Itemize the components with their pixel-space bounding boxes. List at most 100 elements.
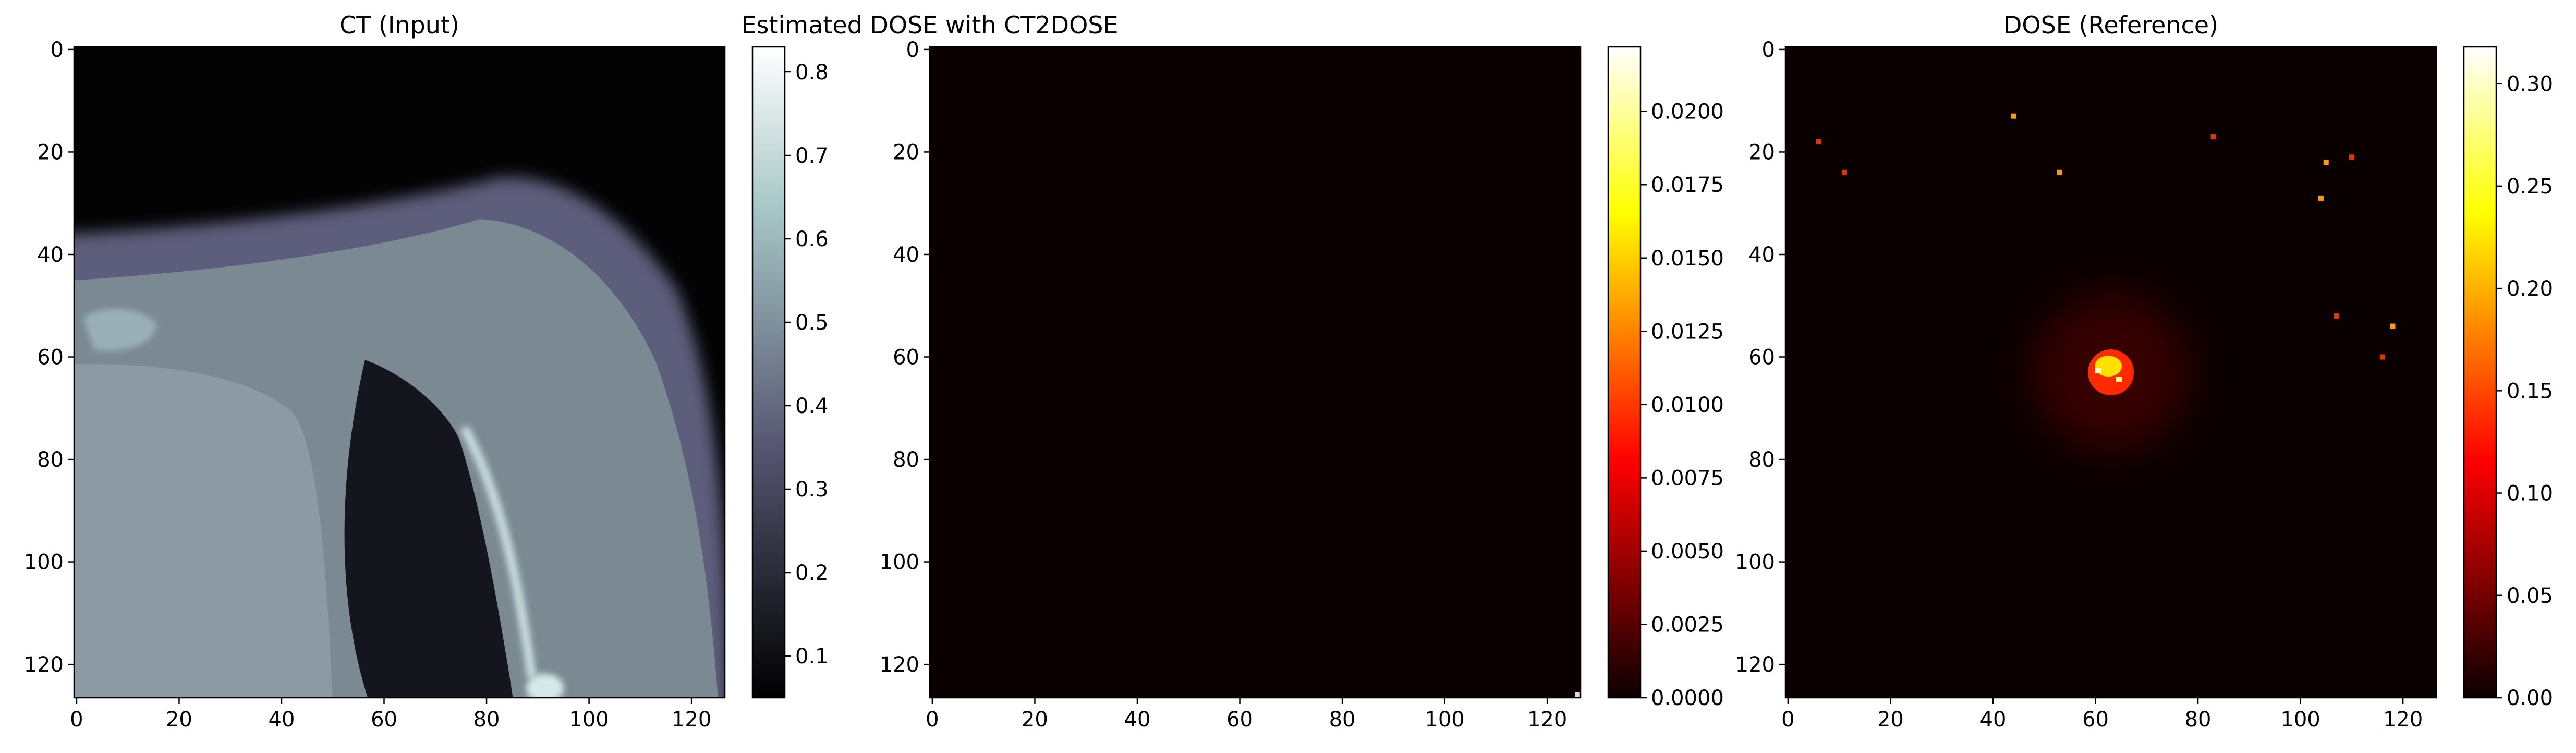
x-tick-label: 120 xyxy=(672,708,711,732)
dose-point xyxy=(1816,139,1821,144)
x-tick-label: 0 xyxy=(70,708,83,732)
y-tick-label: 60 xyxy=(37,346,64,370)
x-tick-label: 60 xyxy=(371,708,397,732)
x-tick-label: 20 xyxy=(1022,708,1048,732)
colorbar: 0.00 0.05 0.10 0.15 0.20 0.25 0.30 xyxy=(2463,46,2553,710)
colorbar-tick-label: 0.00 xyxy=(2507,686,2553,710)
dose-point xyxy=(2318,195,2324,201)
dose-point xyxy=(2057,169,2062,175)
dose-point xyxy=(2323,160,2329,165)
x-tick-label: 100 xyxy=(1425,708,1464,732)
y-tick-label: 60 xyxy=(1748,346,1775,370)
colorbar-ticks: 0.1 0.2 0.3 0.4 0.5 0.6 0.7 0.8 xyxy=(785,60,829,669)
x-tick-label: 20 xyxy=(1877,708,1904,732)
colorbar-tick-label: 0.7 xyxy=(795,144,829,168)
y-tick-label: 0 xyxy=(51,38,64,62)
panel-dose-reference: DOSE (Reference) 0 20 40 60 80 100 120 0 20 40 60… xyxy=(1735,11,2553,732)
y-tick-label: 100 xyxy=(24,551,64,575)
colorbar-ticks: 0.00 0.05 0.10 0.15 0.20 0.25 0.30 xyxy=(2496,72,2553,710)
colorbar-gradient xyxy=(1607,46,1642,699)
colorbar-tick-label: 0.0075 xyxy=(1651,466,1724,490)
y-tick-label: 80 xyxy=(1748,448,1775,472)
x-tick-label: 100 xyxy=(2280,708,2320,732)
x-tick-label: 40 xyxy=(1980,708,2007,732)
colorbar-tick-label: 0.1 xyxy=(795,645,829,669)
y-tick-label: 20 xyxy=(893,140,919,164)
x-tick-label: 20 xyxy=(166,708,192,732)
colorbar-ticks: 0.0000 0.0025 0.0050 0.0075 0.0100 0.0125 0.01… xyxy=(1641,100,1724,710)
dose-peak-pixel xyxy=(2116,376,2122,382)
y-tick-label: 40 xyxy=(893,243,919,267)
y-tick-label: 120 xyxy=(880,653,919,677)
x-tick-label: 60 xyxy=(2082,708,2109,732)
dose-point xyxy=(2349,154,2354,160)
dose-field xyxy=(930,47,1581,698)
axes-frame xyxy=(73,46,726,699)
colorbar-tick-label: 0.0025 xyxy=(1651,613,1724,637)
colorbar-tick-label: 0.0175 xyxy=(1651,173,1724,197)
dose-hotspot xyxy=(2033,294,2189,451)
colorbar-tick-label: 0.6 xyxy=(795,227,829,251)
y-tick-label: 120 xyxy=(24,653,64,677)
x-tick-label: 120 xyxy=(2383,708,2423,732)
rib-highlight xyxy=(526,674,564,698)
y-tick-label: 80 xyxy=(37,448,64,472)
colorbar-tick-label: 0.05 xyxy=(2507,584,2553,608)
colorbar-gradient xyxy=(2463,46,2497,699)
dose-point xyxy=(2011,113,2016,119)
y-tick-label: 0 xyxy=(906,38,919,62)
colorbar-tick-label: 0.0000 xyxy=(1651,686,1724,710)
colorbar-tick-label: 0.2 xyxy=(795,561,829,585)
x-tick-label: 120 xyxy=(1527,708,1567,732)
x-tick-label: 0 xyxy=(1781,708,1794,732)
dose-point xyxy=(2334,313,2339,319)
dose-point xyxy=(1842,169,1848,175)
dose-point xyxy=(2390,323,2396,329)
x-axis: 0 20 40 60 80 100 120 xyxy=(926,698,1567,732)
y-tick-label: 80 xyxy=(893,448,919,472)
colorbar-tick-label: 0.25 xyxy=(2507,175,2553,199)
scattered-dose-points xyxy=(1816,113,2396,360)
muscle-region xyxy=(74,364,333,698)
panel-title: DOSE (Reference) xyxy=(2003,11,2218,39)
x-tick-label: 80 xyxy=(2185,708,2212,732)
y-axis: 0 20 40 60 80 100 120 xyxy=(24,38,74,677)
colorbar-tick-label: 0.0125 xyxy=(1651,320,1724,344)
colorbar-tick-label: 0.0200 xyxy=(1651,100,1724,124)
colorbar-gradient xyxy=(751,46,786,699)
dose-point xyxy=(2379,354,2385,360)
colorbar-tick-label: 0.30 xyxy=(2507,72,2553,96)
y-tick-label: 20 xyxy=(1748,140,1775,164)
panel-title: Estimated DOSE with CT2DOSE xyxy=(741,11,1118,39)
x-tick-label: 40 xyxy=(269,708,295,732)
bright-rib xyxy=(460,425,537,679)
lung-region xyxy=(344,360,513,698)
y-tick-label: 100 xyxy=(880,551,919,575)
dose-point xyxy=(2210,133,2216,139)
colorbar-tick-label: 0.15 xyxy=(2507,379,2553,403)
y-tick-label: 40 xyxy=(37,243,64,267)
y-tick-label: 20 xyxy=(37,140,64,164)
x-tick-label: 100 xyxy=(569,708,609,732)
colorbar-tick-label: 0.0050 xyxy=(1651,540,1724,564)
heatmap-image xyxy=(74,47,725,698)
colorbar-tick-label: 0.4 xyxy=(795,394,829,418)
y-axis: 0 20 40 60 80 100 120 xyxy=(1735,38,1785,677)
y-axis: 0 20 40 60 80 100 120 xyxy=(880,38,930,677)
colorbar: 0.0000 0.0025 0.0050 0.0075 0.0100 0.0125 0.01… xyxy=(1607,46,1724,710)
x-axis: 0 20 40 60 80 100 120 xyxy=(70,698,711,732)
axes-frame xyxy=(929,46,1582,699)
panel-estimated-dose: Estimated DOSE with CT2DOSE 0 20 40 60 80 100… xyxy=(741,11,1724,732)
colorbar-tick-label: 0.0100 xyxy=(1651,393,1724,417)
x-tick-label: 0 xyxy=(926,708,939,732)
colorbar-tick-label: 0.8 xyxy=(795,60,829,84)
colorbar-tick-label: 0.3 xyxy=(795,478,829,502)
axes-frame xyxy=(1784,46,2437,699)
y-tick-label: 120 xyxy=(1735,653,1775,677)
x-axis: 0 20 40 60 80 100 120 xyxy=(1781,698,2423,732)
y-tick-label: 100 xyxy=(1735,551,1775,575)
panel-ct-input: CT (Input) 0 20 40 60 80 100 120 0 20 40 60 80 100 1… xyxy=(24,11,829,732)
x-tick-label: 40 xyxy=(1124,708,1151,732)
rib-bone xyxy=(83,309,156,351)
